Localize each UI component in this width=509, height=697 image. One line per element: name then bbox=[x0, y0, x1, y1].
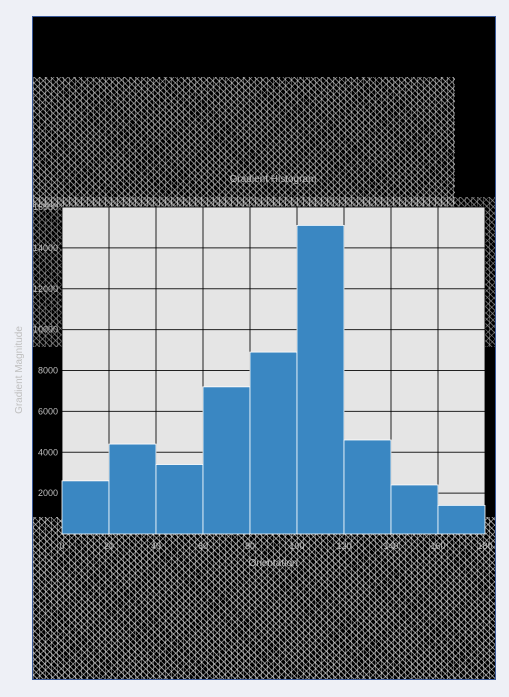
y-tick-label-5: 12000 bbox=[33, 284, 58, 294]
chart-title: Gradient Histogram bbox=[230, 174, 317, 185]
y-tick-label-6: 14000 bbox=[33, 243, 58, 253]
bar-1 bbox=[108, 443, 157, 535]
x-tick-label-9: 180 bbox=[477, 541, 492, 551]
x-tick-label-7: 140 bbox=[383, 541, 398, 551]
y-tick-label-2: 6000 bbox=[38, 406, 58, 416]
y-tick-label-7: 16000 bbox=[33, 202, 58, 212]
x-tick-label-3: 60 bbox=[198, 541, 208, 551]
x-axis-label: Orientation bbox=[249, 558, 298, 569]
x-tick-label-6: 120 bbox=[336, 541, 351, 551]
x-tick-label-5: 100 bbox=[289, 541, 304, 551]
bar-3 bbox=[202, 386, 251, 535]
bar-5 bbox=[296, 224, 345, 535]
bar-7 bbox=[390, 484, 439, 535]
x-tick-label-8: 160 bbox=[430, 541, 445, 551]
bar-0 bbox=[61, 480, 110, 535]
y-tick-labels: 2000 4000 6000 8000 10000 12000 14000 16000 bbox=[33, 202, 58, 498]
x-tick-label-4: 80 bbox=[245, 541, 255, 551]
y-tick-label-1: 4000 bbox=[38, 447, 58, 457]
y-tick-label-3: 8000 bbox=[38, 366, 58, 376]
y-tick-label-4: 10000 bbox=[33, 325, 58, 335]
x-tick-label-1: 20 bbox=[104, 541, 114, 551]
y-tick-label-0: 2000 bbox=[38, 488, 58, 498]
x-tick-label-2: 40 bbox=[151, 541, 161, 551]
x-tick-label-0: 0 bbox=[59, 541, 64, 551]
bar-4 bbox=[249, 351, 298, 535]
bar-6 bbox=[343, 439, 392, 535]
x-tick-labels: 0 20 40 60 80 100 120 140 160 180 bbox=[59, 541, 492, 551]
photo-truck-wheels-ground bbox=[33, 517, 495, 679]
y-axis-label: Gradient Magnitude bbox=[14, 326, 25, 414]
bar-2 bbox=[155, 464, 204, 535]
bar-8 bbox=[437, 504, 486, 535]
bars-group bbox=[61, 224, 486, 535]
photo-truck-trailer bbox=[33, 77, 455, 207]
